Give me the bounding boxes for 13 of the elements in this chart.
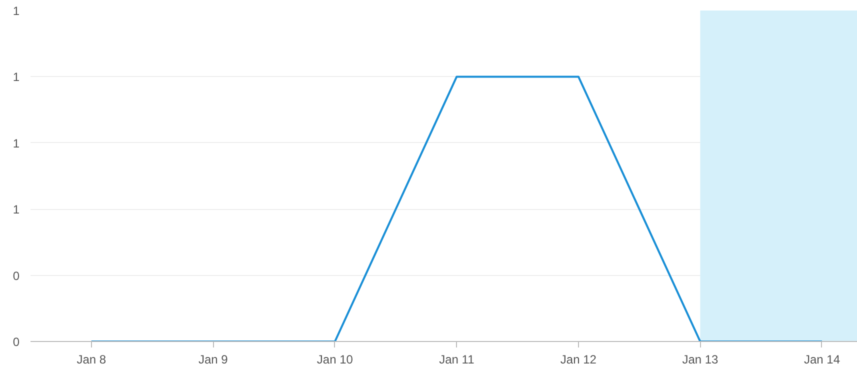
x-tick-label: Jan 9 xyxy=(198,352,228,366)
y-tick-label: 1 xyxy=(12,4,20,18)
x-tick-label: Jan 13 xyxy=(682,352,719,366)
y-tick-label: 0 xyxy=(12,268,20,283)
y-tick-label: 1 xyxy=(12,70,20,84)
y-tick-label: 1 xyxy=(12,136,20,150)
y-tick-label: 1 xyxy=(12,202,20,217)
x-tick-label: Jan 10 xyxy=(316,352,354,366)
x-tick-label: Jan 8 xyxy=(76,352,106,366)
x-tick-label: Jan 12 xyxy=(560,352,597,366)
x-tick-label: Jan 14 xyxy=(804,352,840,366)
y-tick-label: 0 xyxy=(12,335,20,349)
x-tick-label: Jan 11 xyxy=(439,352,475,366)
